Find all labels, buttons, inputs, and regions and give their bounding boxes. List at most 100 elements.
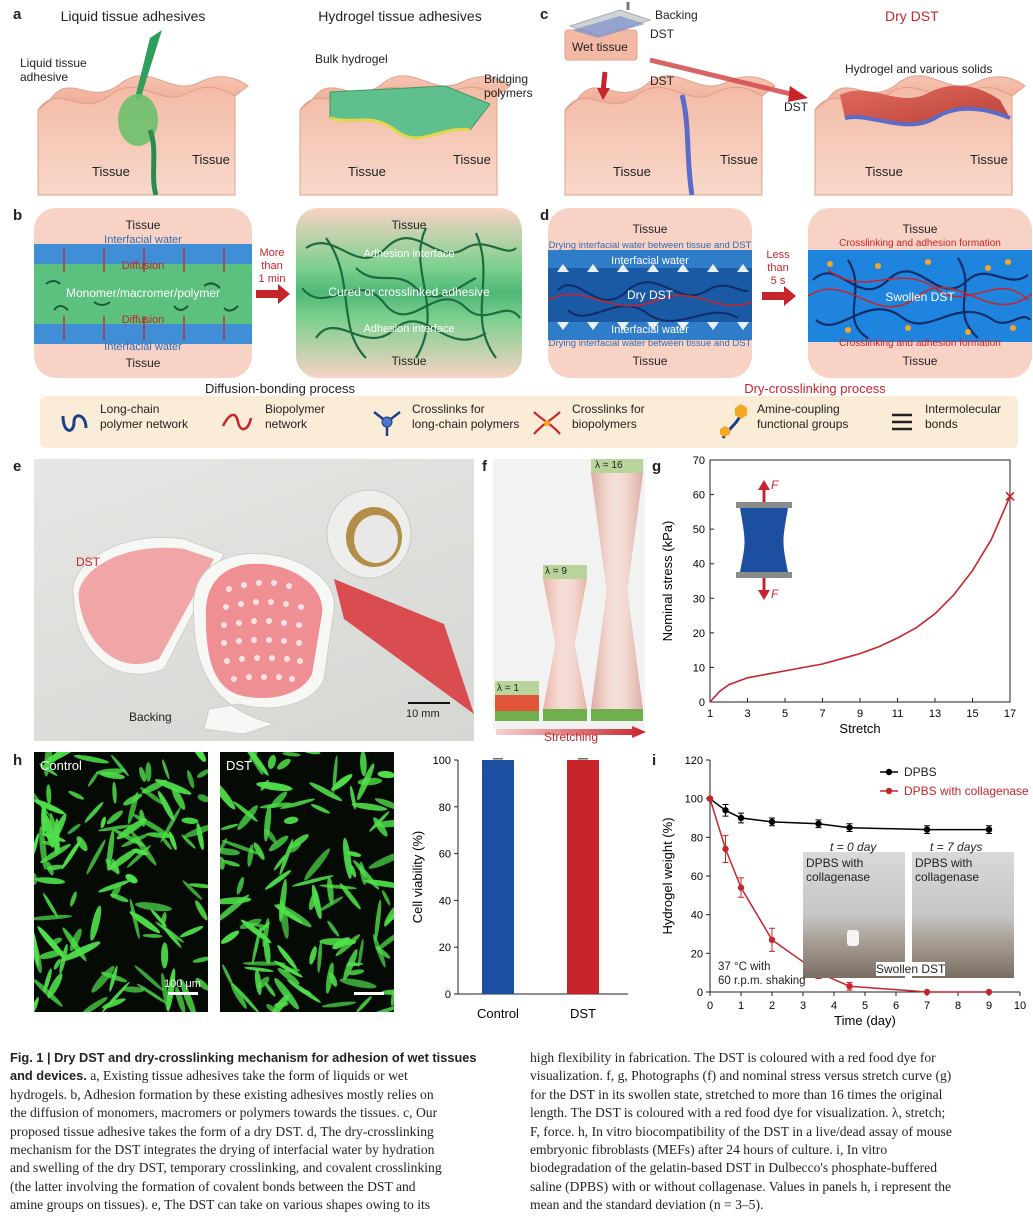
cell [289, 834, 309, 849]
i-xtick-label: 10 [1014, 1000, 1026, 1012]
cell [363, 879, 394, 889]
g-ytick-label: 30 [693, 593, 705, 605]
cell [81, 997, 108, 1012]
cell [197, 794, 208, 803]
i-xtick-label: 7 [924, 1000, 930, 1012]
cell [43, 752, 72, 770]
cell [356, 996, 372, 1012]
dst-label-c3: DST [784, 100, 808, 114]
caption-line: for the DST in its swollen state, stretc… [530, 1086, 943, 1102]
cell [106, 810, 123, 825]
i-ytick-label: 40 [691, 910, 703, 922]
g-xtick-label: 15 [966, 708, 978, 720]
cell [162, 759, 170, 780]
cell [265, 828, 277, 843]
h-dst-image: DST [220, 752, 394, 1012]
panel-label-c: c [540, 6, 549, 23]
cell [123, 793, 143, 806]
cell [373, 817, 388, 837]
h-scale-label: 100 μm [164, 978, 201, 990]
legend-label-2: Crosslinks for long-chain polymers [412, 402, 520, 431]
cell [347, 969, 365, 976]
cell [161, 836, 172, 850]
panel-label-e: e [13, 458, 22, 475]
cell [309, 782, 343, 802]
d-interfacial-bottom: Interfacial water [611, 324, 689, 336]
i-photo-label-7: DPBS with collagenase [915, 856, 980, 884]
cell [125, 873, 138, 884]
cell [374, 899, 382, 942]
cell [76, 836, 88, 852]
i-photo-7day [912, 852, 1014, 978]
b-diffusion-top: Diffusion [121, 260, 165, 272]
d-interfacial-top: Interfacial water [611, 255, 689, 267]
cell [68, 790, 85, 800]
cell [277, 967, 300, 985]
i-ytick-label: 80 [691, 832, 703, 844]
panel-a-c-illustration [37, 2, 1026, 196]
cell [231, 982, 260, 1012]
h-ytick-label: 40 [439, 895, 451, 907]
cell [121, 833, 149, 848]
h-control-image: Control 100 μm [34, 752, 208, 1012]
cell [95, 768, 126, 775]
cell [150, 909, 167, 928]
cell [254, 969, 262, 996]
i-xtick-label: 8 [955, 1000, 961, 1012]
g-ytick-label: 40 [693, 559, 705, 571]
cell [195, 978, 208, 991]
cell [220, 779, 236, 810]
cell [134, 965, 164, 991]
cell [287, 979, 321, 1003]
i-point [923, 988, 931, 996]
h-bar-control [482, 760, 514, 994]
e-scale-bar [408, 702, 450, 704]
g-xtick-label: 11 [892, 708, 903, 720]
b-tissue-top: Tissue [125, 218, 161, 232]
long-chain-icon [61, 414, 88, 432]
h-ytick-label: 100 [433, 755, 451, 767]
cell [359, 861, 367, 885]
i-xtick-label: 5 [862, 1000, 868, 1012]
i-xlabel: Time (day) [834, 1013, 896, 1028]
cell [100, 816, 106, 829]
d-arrow-icon [762, 286, 796, 306]
g-xtick-label: 1 [707, 708, 713, 720]
i-point [846, 824, 853, 831]
cell [317, 941, 322, 973]
i-point [722, 807, 729, 814]
legend-bar: Long-chain polymer network Biopolymer ne… [40, 396, 1018, 448]
panel-label-b: b [13, 207, 23, 224]
legend-label-0: Long-chain polymer network [100, 402, 189, 431]
cell [339, 883, 361, 910]
caption-line: length. The DST is coloured with a red f… [530, 1105, 946, 1121]
cell [385, 909, 394, 924]
caption-line: proposed tissue adhesive takes the form … [10, 1123, 434, 1139]
cell [59, 943, 68, 975]
caption-line: the diffusion of monomers, macromers or … [10, 1105, 438, 1121]
caption-line: biodegradation of the gelatin-based DST … [530, 1160, 937, 1176]
cell [182, 880, 203, 900]
i-point [985, 988, 993, 996]
d-tissue-bottom: Tissue [632, 354, 668, 368]
tissue-label-a3: Tissue [348, 164, 386, 179]
cell [116, 818, 147, 840]
h-bar-dst [567, 760, 599, 994]
d-drying-top: Drying interfacial water between tissue … [548, 240, 752, 251]
g-xlabel: Stretch [839, 721, 880, 736]
g-ylabel: Nominal stress (kPa) [660, 521, 675, 642]
i-xtick-label: 1 [738, 1000, 744, 1012]
cell [86, 839, 106, 875]
panel-label-i: i [652, 752, 657, 769]
caption-line: mechanism for the DST integrates the dry… [10, 1142, 435, 1158]
crosslink-bio-icon [533, 411, 561, 435]
stress-stretch-chart: 1 3 5 7 9 11 13 15 17010203040506070StretchNomin… [660, 455, 1016, 736]
panel-b-right-box: Tissue Adhesion interface Cured or cross… [296, 208, 522, 378]
cell [106, 829, 115, 871]
b-interfacial-top: Interfacial water [104, 234, 182, 246]
caption-line: and devices. a, Existing tissue adhesive… [10, 1068, 408, 1084]
cell [263, 938, 271, 965]
i-ytick-label: 60 [691, 871, 703, 883]
i-point [768, 818, 776, 826]
cell [248, 752, 258, 763]
